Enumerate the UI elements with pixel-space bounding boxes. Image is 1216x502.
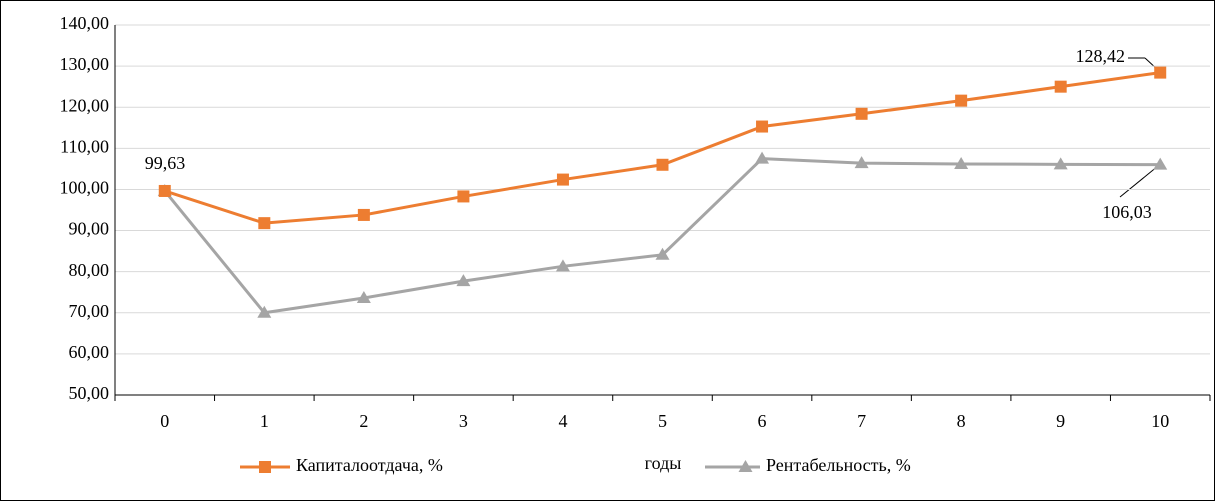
y-tick-label: 110,00 bbox=[60, 136, 109, 156]
marker bbox=[1154, 66, 1167, 79]
x-axis-label: годы bbox=[645, 453, 682, 473]
x-tick-label: 9 bbox=[1056, 411, 1065, 431]
marker bbox=[854, 156, 869, 169]
data-label: 106,03 bbox=[1102, 202, 1152, 222]
marker bbox=[655, 247, 670, 260]
marker bbox=[158, 184, 171, 197]
x-tick-label: 7 bbox=[857, 411, 866, 431]
marker bbox=[257, 305, 272, 318]
x-tick-label: 3 bbox=[459, 411, 468, 431]
marker bbox=[1054, 80, 1067, 93]
x-tick-label: 0 bbox=[160, 411, 169, 431]
x-tick-label: 5 bbox=[658, 411, 667, 431]
x-tick-label: 1 bbox=[260, 411, 269, 431]
marker bbox=[738, 460, 753, 472]
data-label: 128,42 bbox=[1076, 46, 1126, 66]
marker bbox=[555, 259, 570, 272]
y-tick-label: 90,00 bbox=[69, 219, 110, 239]
marker bbox=[955, 94, 968, 107]
marker bbox=[456, 274, 471, 287]
x-tick-label: 2 bbox=[359, 411, 368, 431]
marker bbox=[656, 158, 669, 171]
y-tick-label: 120,00 bbox=[60, 95, 110, 115]
y-tick-label: 50,00 bbox=[69, 383, 110, 403]
marker bbox=[855, 107, 868, 120]
marker bbox=[1153, 157, 1168, 170]
x-tick-label: 6 bbox=[758, 411, 767, 431]
marker bbox=[259, 461, 271, 473]
y-tick-label: 80,00 bbox=[69, 260, 110, 280]
data-label: 99,63 bbox=[145, 153, 186, 173]
legend-label: Рентабельность, % bbox=[766, 455, 911, 475]
marker bbox=[756, 120, 769, 133]
y-tick-label: 70,00 bbox=[69, 301, 110, 321]
marker bbox=[556, 173, 569, 186]
marker bbox=[357, 208, 370, 221]
marker bbox=[1053, 157, 1068, 170]
y-tick-label: 100,00 bbox=[60, 178, 110, 198]
marker bbox=[457, 190, 470, 203]
marker bbox=[356, 290, 371, 303]
x-tick-label: 4 bbox=[558, 411, 567, 431]
legend-label: Капиталоотдача, % bbox=[296, 455, 443, 475]
y-tick-label: 60,00 bbox=[69, 342, 110, 362]
marker bbox=[954, 156, 969, 169]
x-tick-label: 8 bbox=[957, 411, 966, 431]
y-tick-label: 130,00 bbox=[60, 54, 110, 74]
leader-line bbox=[1119, 165, 1159, 198]
marker bbox=[258, 217, 271, 230]
y-tick-label: 140,00 bbox=[60, 13, 110, 33]
marker bbox=[755, 151, 770, 164]
x-tick-label: 10 bbox=[1151, 411, 1169, 431]
